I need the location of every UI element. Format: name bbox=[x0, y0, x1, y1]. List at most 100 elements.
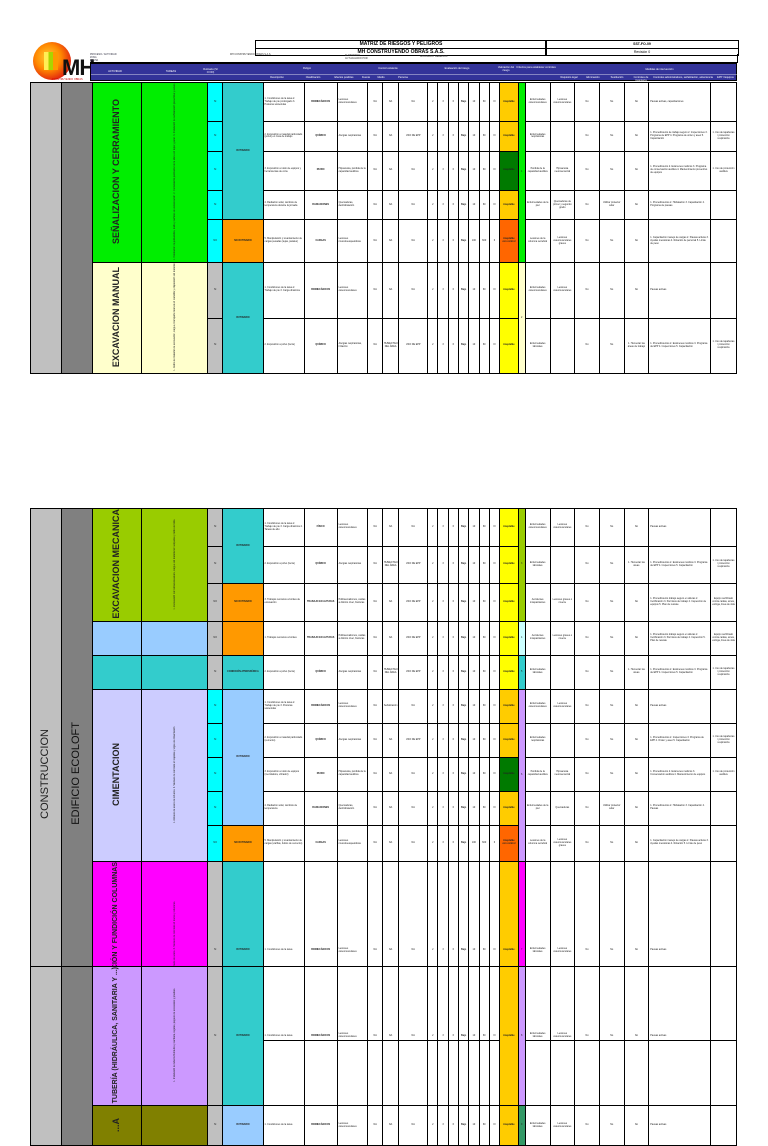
hazard-description: 1. Condiciones de la tarea bbox=[262, 965, 305, 1107]
control-source: NA bbox=[367, 262, 383, 319]
measure-ppe: 1. Uso de tapabocas / protección respira… bbox=[709, 317, 738, 374]
tasks-cell bbox=[141, 620, 208, 656]
measure-substitution: No bbox=[598, 545, 625, 585]
measure-administrative: 1. Procedimiento 2. Exámenes médicos 3. … bbox=[648, 756, 711, 792]
routine-group-cell: NO RUTINARIO bbox=[222, 824, 264, 862]
nr-value: 60 bbox=[478, 81, 490, 123]
page-title: MATRIZ DE RIESGOS Y PELIGROS bbox=[256, 41, 546, 49]
measure-substitution: No bbox=[598, 150, 625, 191]
measure-substitution: No bbox=[598, 262, 625, 319]
measure-engineering: 1. Humectar las áreas de trabajo bbox=[623, 317, 650, 374]
ne-value: 3 bbox=[437, 317, 449, 374]
control-person: NA bbox=[398, 150, 429, 191]
measure-ppe bbox=[709, 688, 738, 724]
measure-ppe bbox=[709, 790, 738, 826]
routine-cell: SI bbox=[206, 1105, 224, 1146]
control-person: NA bbox=[398, 965, 429, 1107]
worst-consequence: Lesiones osteomusculares bbox=[549, 965, 576, 1107]
hazard-description: 2. Exposición a polvo (tierra) bbox=[262, 545, 305, 585]
nr-value: 60 bbox=[478, 545, 490, 585]
table-row: SEÑALIZACION Y CERRAMIENTO 1. Instalación… bbox=[30, 81, 738, 374]
np-value: 6 bbox=[447, 688, 459, 724]
risk-valuation-badge: Aceptable bbox=[499, 583, 519, 622]
control-person: NA bbox=[398, 81, 429, 123]
risk-valuation-badge: Aceptable bbox=[499, 1105, 519, 1146]
nr-interpretation: III bbox=[488, 317, 501, 374]
measure-engineering: No bbox=[623, 508, 650, 547]
np-value: 6 bbox=[447, 545, 459, 585]
project-label: EDIFICIO ECOLOFT bbox=[70, 722, 83, 825]
exposed-criteria: Enfermedades respiratorias bbox=[524, 722, 551, 758]
worst-consequence bbox=[549, 722, 576, 758]
project-cell bbox=[60, 965, 93, 1146]
possible-effects: Lesiones osteomusculares bbox=[336, 688, 369, 724]
measure-elimination: No bbox=[574, 756, 600, 792]
routine-group-cell: NO RUTINARIO bbox=[222, 219, 264, 264]
control-medium: NA bbox=[381, 1105, 400, 1146]
tasks-cell bbox=[141, 1105, 208, 1146]
np-value: 6 bbox=[447, 583, 459, 622]
worst-consequence: Quemaduras de primer y segundo grado bbox=[549, 189, 576, 221]
measure-substitution: No bbox=[598, 620, 625, 656]
nr-interpretation: III bbox=[488, 583, 501, 622]
control-medium: NA bbox=[381, 824, 400, 862]
meta-label-zone: ZONA bbox=[90, 56, 97, 59]
table-row: CONSTRUCCION EDIFICIO ECOLOFT EXCAVACION M… bbox=[30, 507, 738, 1041]
nr-interpretation: III bbox=[488, 508, 501, 547]
control-medium: NA bbox=[381, 722, 400, 758]
ne-value: 3 bbox=[437, 1105, 449, 1146]
tasks-cell: 1. Instalación de tubería hidráulica y s… bbox=[141, 965, 208, 1107]
nd-value: 2 bbox=[427, 189, 439, 221]
ne-value: 3 bbox=[437, 722, 449, 758]
nd-value: 2 bbox=[427, 722, 439, 758]
control-person: NA bbox=[398, 688, 429, 724]
possible-effects: Lesiones musculoesqueléticas bbox=[336, 824, 369, 862]
nr-interpretation: III bbox=[488, 722, 501, 758]
nc-value: 10 bbox=[468, 189, 480, 221]
worst-consequence: Hipoacusia neurosensorial bbox=[549, 756, 576, 792]
measure-administrative: Pausas activas bbox=[648, 262, 711, 319]
nr-value: 60 bbox=[478, 965, 490, 1107]
nr-value: 60 bbox=[478, 790, 490, 826]
worst-consequence: Lesiones osteomusculares graves bbox=[549, 219, 576, 264]
nc-value: 10 bbox=[468, 688, 480, 724]
measure-administrative: 1. Procedimientos 2. Exámenes médicos 3.… bbox=[648, 545, 711, 585]
col-ctrl-fuente: Fuente bbox=[361, 76, 371, 79]
hazard-classification: QUÍMICO bbox=[303, 722, 338, 758]
measure-engineering: 1. Humectar las áreas bbox=[623, 545, 650, 585]
measure-administrative: 1. Capacitación manejo de cargas 2. Paus… bbox=[648, 219, 711, 264]
measure-administrative: 1. Procedimientos 2. Hidratación 3. Capa… bbox=[648, 189, 711, 221]
measure-engineering: No bbox=[623, 150, 650, 191]
measure-ppe: 1. Uso de tapabocas / protección respira… bbox=[709, 121, 738, 152]
np-value: 6 bbox=[447, 1105, 459, 1146]
measure-engineering: No bbox=[623, 583, 650, 622]
table-row: TUBERÍA (HIDRÁULICA, SANITARIA Y ...) 1. … bbox=[30, 965, 738, 1146]
control-source: NA bbox=[367, 545, 383, 585]
activity-index-cell: 4 bbox=[517, 620, 526, 656]
hazard-classification: FÍSICO bbox=[303, 508, 338, 547]
routine-group-cell: RUTINARIO bbox=[222, 965, 264, 1107]
measure-engineering: No bbox=[623, 620, 650, 656]
risk-valuation-badge: Aceptable bbox=[499, 150, 519, 191]
nr-value: 60 bbox=[478, 583, 490, 622]
hazard-description: 2. Exposición a polvo (tierra) bbox=[262, 317, 305, 374]
routine-cell: SI bbox=[206, 756, 224, 792]
col-med-eliminacion: Eliminación bbox=[586, 76, 600, 79]
nr-value: 60 bbox=[478, 1105, 490, 1146]
ne-value: 3 bbox=[437, 81, 449, 123]
routine-group-cell: RUTINARIO bbox=[222, 262, 264, 374]
nr-value: 60 bbox=[478, 620, 490, 656]
control-medium: NA bbox=[381, 620, 400, 656]
measure-administrative: Pausas activas bbox=[648, 1105, 711, 1146]
nr-interpretation: III bbox=[488, 121, 501, 152]
tasks-text: 1. Instalación de polisombra, malla y se… bbox=[173, 83, 177, 261]
nc-value: 10 bbox=[468, 545, 480, 585]
routine-cell: SI bbox=[206, 790, 224, 826]
table-row: SI 4. Radiación solar, cambios de tempera… bbox=[31, 790, 738, 826]
measure-elimination: No bbox=[574, 219, 600, 264]
possible-effects: Lesiones musculoesqueléticas bbox=[336, 219, 369, 264]
measure-engineering: 1. Humectar las áreas bbox=[623, 654, 650, 690]
risk-valuation-badge: Aceptable bbox=[499, 790, 519, 826]
exposed-criteria: Enfermedades laborales bbox=[524, 965, 551, 1107]
control-medium: HUMECTACIÓN DEL ÁREA bbox=[381, 317, 400, 374]
